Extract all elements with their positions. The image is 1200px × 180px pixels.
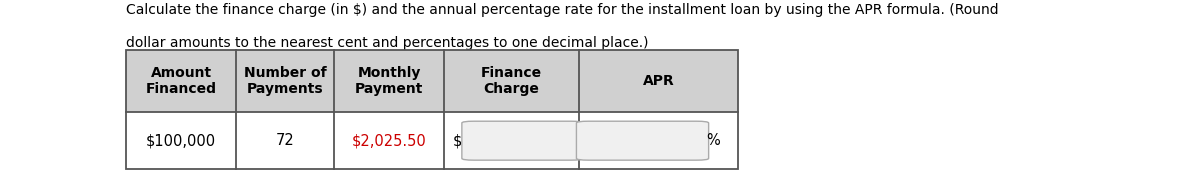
Text: Calculate the finance charge (in $) and the annual percentage rate for the insta: Calculate the finance charge (in $) and … [126, 3, 998, 17]
Text: Amount
Financed: Amount Financed [145, 66, 216, 96]
Text: $: $ [454, 133, 462, 148]
Text: 72: 72 [276, 133, 294, 148]
Text: $100,000: $100,000 [146, 133, 216, 148]
Text: Finance
Charge: Finance Charge [481, 66, 542, 96]
Bar [126, 50, 738, 112]
Text: Number of
Payments: Number of Payments [244, 66, 326, 96]
FancyBboxPatch shape [576, 121, 709, 160]
Bar [126, 50, 738, 169]
Text: APR: APR [642, 74, 674, 88]
FancyBboxPatch shape [462, 121, 583, 160]
Text: %: % [706, 133, 720, 148]
Text: Monthly
Payment: Monthly Payment [355, 66, 424, 96]
Bar [126, 112, 738, 169]
Text: dollar amounts to the nearest cent and percentages to one decimal place.): dollar amounts to the nearest cent and p… [126, 36, 648, 50]
Text: $2,025.50: $2,025.50 [352, 133, 426, 148]
